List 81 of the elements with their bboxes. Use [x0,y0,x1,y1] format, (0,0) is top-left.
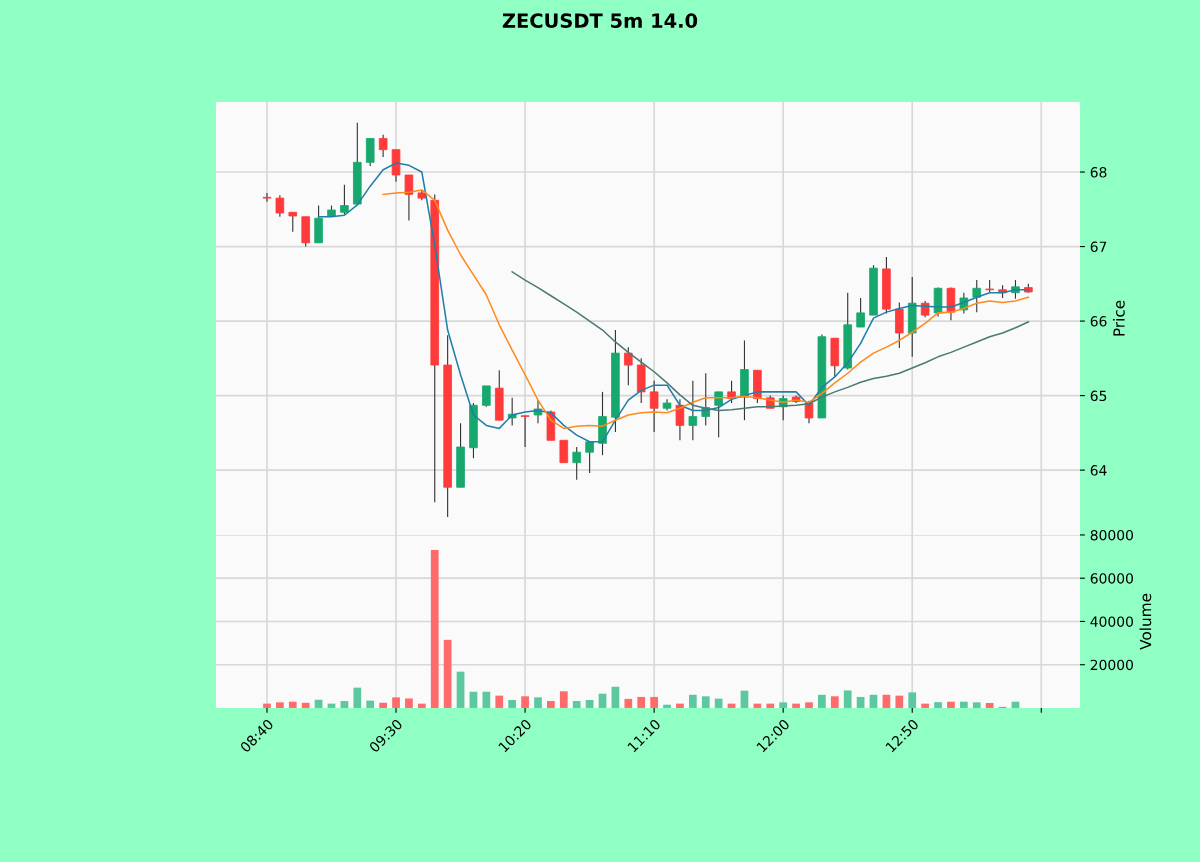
bar [534,697,542,708]
bar [392,697,400,708]
bar [714,698,723,708]
bar [508,699,517,708]
candlestick [972,279,982,313]
candlestick [340,184,349,216]
candlestick [624,346,633,386]
bar [585,699,594,708]
bar [972,702,981,708]
bar [663,704,671,708]
bar [856,696,865,708]
y-tick-label: 66 [1090,316,1107,327]
bar [818,694,826,708]
bar [559,691,568,708]
y-tick-label: 68 [1090,167,1107,178]
bar [753,703,762,708]
y-tick-label: 65 [1090,390,1107,402]
y-tick-label: 20000 [1090,659,1133,671]
candlestick [688,380,698,441]
bar [611,686,620,708]
bar [650,696,658,708]
bar [947,701,955,708]
candlestick [520,415,530,448]
bar [624,698,633,708]
bar [959,701,968,708]
candlestick [649,380,659,433]
candlestick [675,398,685,441]
y-axis-title: Price [1112,300,1125,336]
y-tick-label: 67 [1090,241,1107,253]
y-axis-title: Volume [1139,593,1152,650]
bar [766,703,775,708]
bar [792,703,800,708]
bar [263,703,271,708]
bar [482,691,491,708]
bar [301,702,310,708]
bar [985,702,994,708]
candlestick [275,194,285,218]
bar [417,703,426,708]
candlestick [895,301,904,349]
bar [443,639,452,708]
candlestick [262,192,272,203]
bar [805,702,813,708]
bar [405,698,413,708]
bar [676,703,684,708]
bar [843,690,852,708]
candlestick [946,286,956,321]
bar [430,550,439,708]
bar [701,696,710,708]
bar [830,696,839,708]
y-tick-label: 60000 [1090,573,1133,584]
bar [276,702,284,708]
bar [495,695,504,708]
bar [637,696,646,708]
candlestick [856,297,865,328]
bar [340,701,349,708]
bar [353,687,362,708]
bar [688,694,697,708]
bar [779,702,788,708]
bar [521,696,529,708]
candlestick [404,174,414,222]
candlestick [288,211,298,233]
candlestick [365,137,375,167]
candlestick [572,446,581,481]
candlestick [559,439,569,464]
candlestick [482,385,491,408]
bar [895,695,904,708]
bar [934,702,942,708]
y-tick-label: 80000 [1090,529,1133,541]
candlestick [378,134,388,158]
bar [456,671,465,708]
y-tick-label: 40000 [1090,616,1133,627]
bar [288,701,297,708]
bar [908,692,917,708]
bar [366,700,375,708]
bar [379,702,387,708]
chart-title: ZECUSDT 5m 14.0 [502,13,698,28]
bar [921,703,930,708]
candlestick [585,441,594,474]
y-tick-label: 64 [1090,465,1107,476]
bar [572,701,581,708]
bar [547,701,555,708]
